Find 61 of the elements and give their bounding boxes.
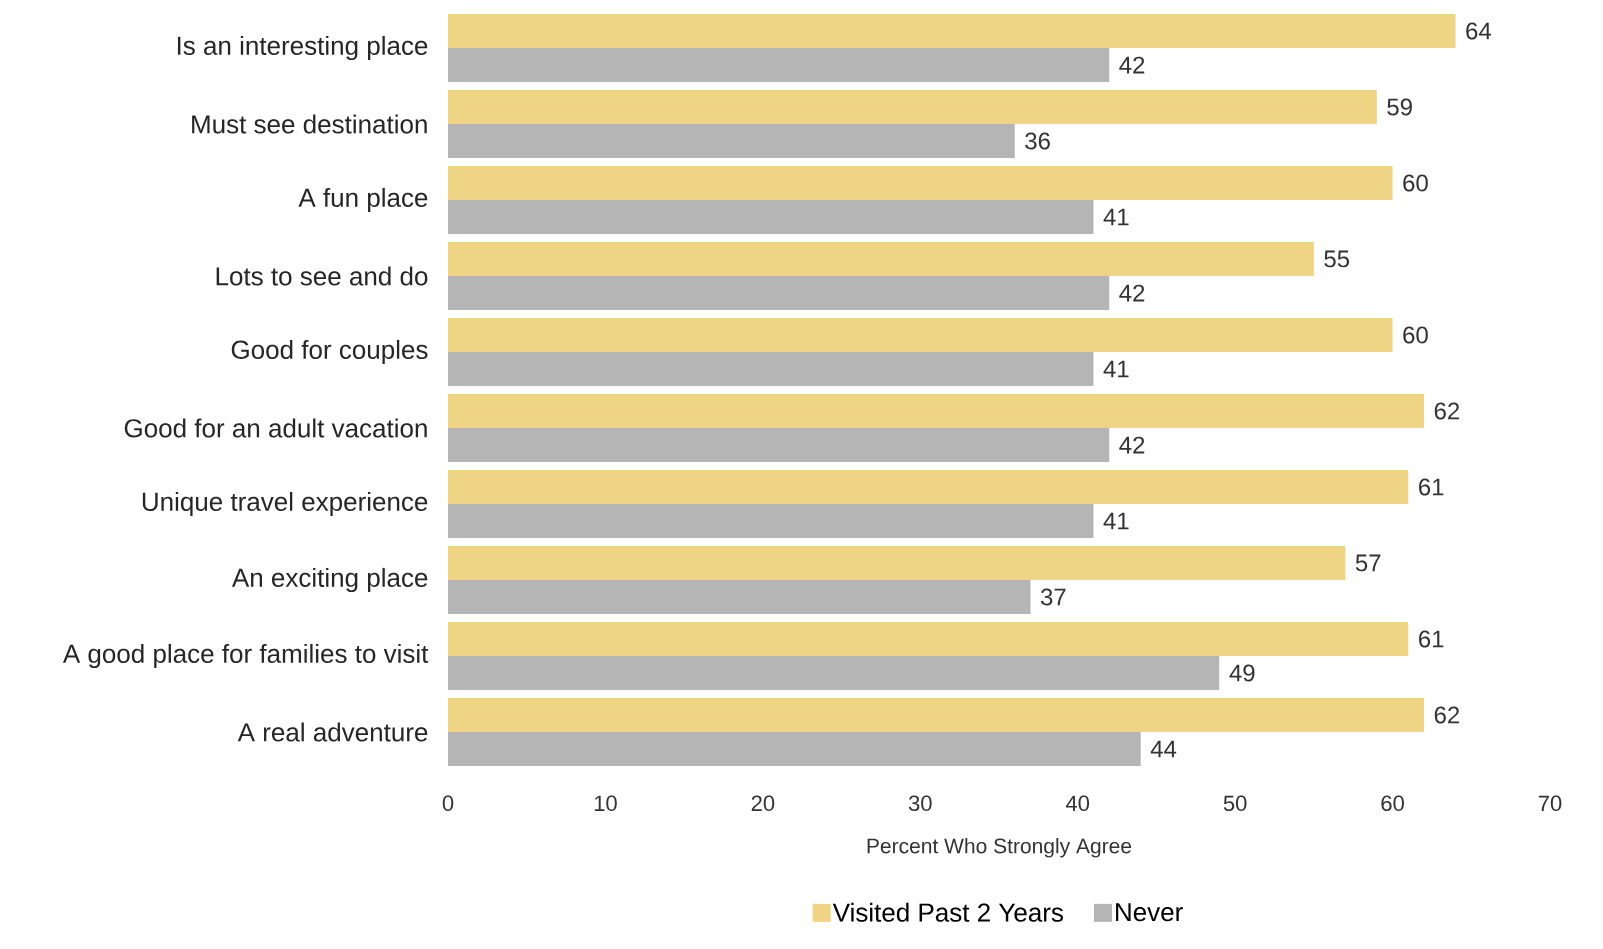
data-label: 41	[1103, 208, 1129, 226]
data-label: 41	[1103, 360, 1129, 378]
y-tick-label: A fun place	[298, 187, 428, 213]
bar	[448, 48, 1110, 82]
legend-label: Visited Past 2 Years	[832, 902, 1063, 922]
x-tick-label: 70	[1538, 795, 1562, 812]
data-label: 64	[1466, 22, 1492, 40]
data-label: 41	[1103, 512, 1129, 530]
bar	[448, 276, 1110, 310]
x-tick-label: 20	[751, 795, 775, 812]
y-tick-label: An exciting place	[231, 567, 428, 593]
bar	[448, 394, 1425, 428]
y-tick-label: Good for an adult vacation	[124, 418, 427, 438]
bar	[448, 697, 1425, 732]
data-label: 60	[1403, 174, 1428, 192]
bar	[448, 622, 1409, 656]
bar	[448, 732, 1141, 766]
bar	[448, 470, 1409, 504]
y-tick-label: A real adventure	[237, 722, 428, 742]
data-label: 42	[1119, 56, 1145, 74]
data-label: 59	[1387, 98, 1412, 116]
x-tick-label: 50	[1223, 795, 1247, 812]
bar	[448, 580, 1031, 614]
bar	[448, 318, 1393, 352]
data-label: 62	[1434, 706, 1460, 724]
y-tick-label: Unique travel experience	[142, 491, 428, 517]
data-label: 37	[1040, 588, 1066, 606]
y-tick-label: Lots to see and do	[216, 266, 428, 286]
x-tick-label: 10	[594, 795, 617, 812]
x-tick-label: 0	[442, 795, 454, 812]
bar	[448, 166, 1393, 200]
data-label: 42	[1119, 436, 1145, 454]
data-label: 49	[1229, 664, 1255, 682]
bar	[448, 200, 1094, 234]
bar	[448, 504, 1094, 538]
data-label: 61	[1419, 630, 1444, 648]
y-tick-label: A good place for families to visit	[62, 643, 429, 669]
bar	[448, 656, 1220, 690]
y-tick-label: Must see destination	[192, 114, 427, 134]
bar	[448, 90, 1377, 124]
x-axis-title: Percent Who Strongly Agree	[867, 837, 1132, 858]
data-label: 60	[1403, 326, 1428, 344]
data-label: 42	[1119, 284, 1145, 302]
data-label: 36	[1025, 132, 1050, 150]
bar	[448, 352, 1094, 386]
bar	[448, 14, 1456, 48]
x-tick-label: 30	[908, 795, 932, 812]
data-label: 44	[1150, 740, 1177, 758]
y-tick-label: Is an interesting place	[177, 35, 428, 61]
data-label: 55	[1324, 250, 1350, 268]
bar	[448, 124, 1015, 158]
bar	[448, 428, 1110, 462]
data-label: 62	[1434, 402, 1460, 420]
x-tick-label: 40	[1065, 795, 1090, 812]
bar	[448, 242, 1314, 276]
x-tick-label: 60	[1381, 795, 1404, 812]
bar	[448, 546, 1346, 580]
data-label: 57	[1355, 554, 1381, 572]
data-label: 61	[1419, 478, 1444, 496]
legend-label: Never	[1116, 903, 1183, 922]
y-tick-label: Good for couples	[231, 339, 428, 365]
